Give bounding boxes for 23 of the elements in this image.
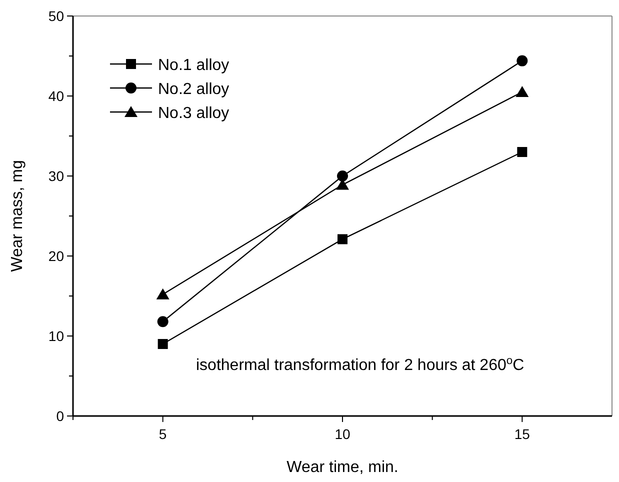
y-tick-label: 30 (48, 168, 64, 184)
legend-label: No.3 alloy (158, 105, 230, 122)
y-tick-label: 10 (48, 328, 64, 344)
point (156, 288, 170, 300)
x-axis-title: Wear time, min. (286, 459, 398, 476)
x-tick-label: 10 (334, 426, 350, 442)
y-tick-label: 50 (48, 8, 64, 24)
y-tick-label: 0 (56, 408, 64, 424)
y-tick-label: 40 (48, 88, 64, 104)
annotation: isothermal transformation for 2 hours at 260$^{o}$C (196, 355, 524, 374)
x-tick-label: 15 (514, 426, 530, 442)
point (517, 147, 528, 157)
point (337, 170, 348, 182)
legend-label: No.2 alloy (158, 81, 230, 98)
point (158, 339, 168, 349)
point (338, 234, 348, 244)
x-tick-label: 5 (158, 426, 167, 442)
point (157, 316, 168, 328)
point (516, 86, 529, 97)
y-tick-label: 20 (48, 248, 64, 264)
point (516, 55, 528, 66)
legend-label: No.1 alloy (158, 57, 230, 74)
y-axis-title: Wear mass, mg (9, 160, 26, 272)
